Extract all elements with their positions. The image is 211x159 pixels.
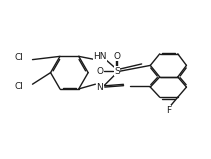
Text: Cl: Cl [15,53,24,62]
Text: F: F [166,106,171,115]
Text: O: O [96,67,103,76]
Text: O: O [114,52,120,61]
Text: S: S [114,67,120,76]
Text: HN: HN [93,52,107,61]
Text: Cl: Cl [15,82,24,91]
Text: N: N [96,83,103,92]
